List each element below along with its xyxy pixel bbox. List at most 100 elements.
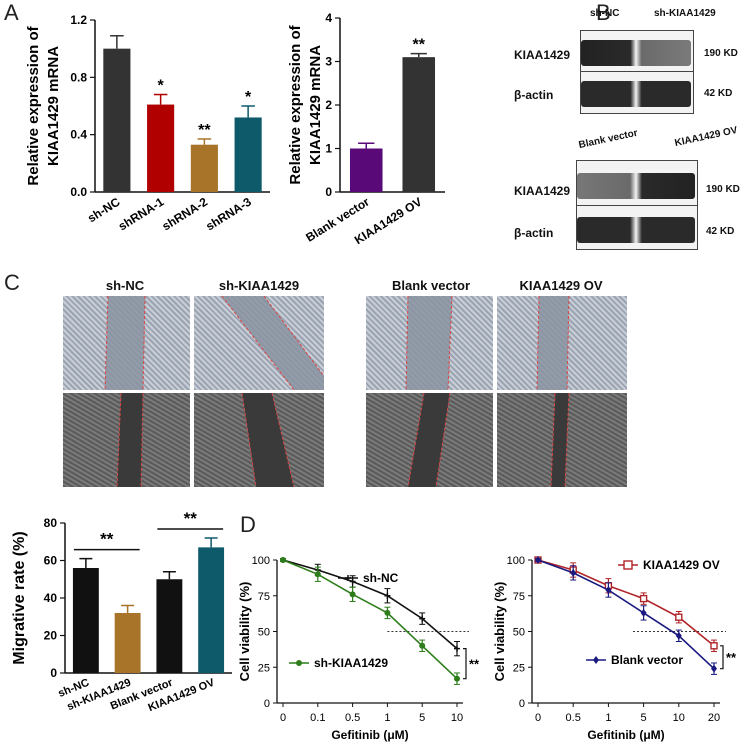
data-point bbox=[384, 592, 391, 599]
wound-label-4: KIAA1429 OV bbox=[519, 278, 603, 293]
y-tick-label: 75 bbox=[258, 591, 270, 603]
legend-marker bbox=[593, 656, 599, 664]
blot-kd-label: 190 KD bbox=[704, 48, 738, 59]
category-label: shRNA-3 bbox=[203, 194, 254, 233]
data-point bbox=[314, 571, 321, 578]
data-point bbox=[711, 664, 717, 673]
panel-letter-a: A bbox=[4, 0, 19, 25]
data-point bbox=[454, 675, 460, 682]
y-tick-label: 0.8 bbox=[70, 70, 87, 84]
significance-label: ** bbox=[198, 122, 211, 139]
legend-label: KIAA1429 OV bbox=[643, 558, 720, 572]
blot-image bbox=[576, 160, 698, 250]
data-point bbox=[605, 586, 612, 595]
legend-marker bbox=[345, 575, 351, 581]
bar bbox=[349, 148, 383, 192]
x-tick-label: 5 bbox=[419, 712, 425, 724]
wound-label-3: Blank vector bbox=[391, 278, 471, 293]
y-tick-label: 0 bbox=[50, 666, 57, 680]
significance-label: ** bbox=[184, 509, 198, 528]
western-blot-bottom: Blank vector KIAA1429 OV KIAA1429 β-acti… bbox=[510, 125, 748, 250]
y-tick-label: 1 bbox=[325, 142, 332, 156]
significance-label: * bbox=[158, 78, 165, 95]
wound-image bbox=[366, 393, 493, 487]
series-line bbox=[537, 559, 715, 647]
y-tick-label: 60 bbox=[44, 554, 58, 568]
x-tick-label: 20 bbox=[708, 712, 720, 724]
data-point bbox=[570, 568, 577, 577]
y-axis-label: Cell viability (%) bbox=[492, 582, 507, 682]
blot-header-2: sh-KIAA1429 bbox=[654, 8, 716, 19]
blot-band bbox=[581, 81, 691, 107]
bar-chart-shrna-expression: 0.00.40.81.2sh-NC*shRNA-1**shRNA-2*shRNA… bbox=[25, 13, 270, 233]
data-point bbox=[675, 631, 682, 640]
bar bbox=[114, 613, 141, 673]
blot-header-1: Blank vector bbox=[577, 127, 639, 151]
bar bbox=[147, 104, 175, 192]
y-tick-label: 50 bbox=[513, 627, 525, 639]
series-line bbox=[537, 559, 715, 670]
significance-label: ** bbox=[469, 657, 480, 672]
y-tick-label: 40 bbox=[44, 591, 58, 605]
y-axis-label: KIAA1429 mRNA bbox=[307, 45, 324, 165]
y-axis-label: Cell viability (%) bbox=[237, 582, 252, 682]
x-tick-label: 1 bbox=[384, 712, 390, 724]
y-axis-label: KIAA1429 mRNA bbox=[45, 46, 62, 166]
blot-row-label: KIAA1429 bbox=[514, 184, 571, 198]
y-axis-label: Relative expression of bbox=[25, 25, 42, 185]
y-tick-label: 100 bbox=[252, 555, 270, 567]
western-blot-top: sh-NC sh-KIAA1429 KIAA1429 β-actin 190 K… bbox=[510, 0, 748, 120]
bar bbox=[156, 579, 183, 673]
data-point bbox=[710, 642, 718, 650]
data-point bbox=[419, 642, 426, 649]
line-chart-viability-overexpression: 0 25 50 75 100 0 0.5 1 5 10 20 KIAA1429 OV Blank vec… bbox=[492, 555, 737, 742]
y-axis-label: Relative expression of bbox=[287, 24, 304, 184]
blot-band bbox=[577, 217, 695, 243]
blot-band bbox=[577, 173, 695, 199]
bar bbox=[402, 57, 436, 193]
blot-image bbox=[580, 30, 694, 114]
blot-kd-label: 190 KD bbox=[706, 184, 740, 195]
y-tick-label: 100 bbox=[507, 555, 525, 567]
x-tick-label: 10 bbox=[673, 712, 685, 724]
significance-label: ** bbox=[413, 37, 426, 54]
data-point bbox=[454, 645, 460, 652]
y-tick-label: 3 bbox=[325, 55, 332, 69]
series-line bbox=[282, 559, 458, 680]
data-point bbox=[675, 613, 683, 621]
y-tick-label: 25 bbox=[513, 662, 525, 674]
significance-label: ** bbox=[726, 650, 737, 665]
legend-marker bbox=[623, 560, 633, 570]
wound-image bbox=[497, 296, 627, 390]
wound-image bbox=[497, 393, 627, 487]
category-label: shRNA-1 bbox=[116, 194, 167, 233]
panel-letter-d: D bbox=[240, 512, 256, 537]
x-tick-label: 5 bbox=[641, 712, 647, 724]
x-tick-label: 0.5 bbox=[345, 712, 360, 724]
blot-kd-label: 42 KD bbox=[704, 88, 733, 99]
significance-label: ** bbox=[100, 530, 114, 549]
wound-image bbox=[194, 393, 324, 487]
wound-image bbox=[366, 296, 493, 390]
y-tick-label: 25 bbox=[258, 662, 270, 674]
blot-kd-label: 42 KD bbox=[706, 226, 735, 237]
x-tick-label: 1 bbox=[605, 712, 611, 724]
significance-bracket bbox=[463, 648, 467, 680]
blot-row-label: β-actin bbox=[514, 226, 554, 240]
y-tick-label: 0.4 bbox=[70, 128, 87, 142]
wound-image bbox=[63, 393, 190, 487]
y-tick-label: 4 bbox=[325, 11, 332, 25]
y-tick-label: 0 bbox=[325, 185, 332, 199]
y-tick-label: 0.0 bbox=[70, 185, 87, 199]
x-tick-label: 0.5 bbox=[566, 712, 581, 724]
y-tick-label: 0 bbox=[264, 698, 270, 710]
blot-row-label: KIAA1429 bbox=[514, 48, 571, 62]
x-tick-label: 0 bbox=[535, 712, 541, 724]
data-point bbox=[640, 608, 647, 617]
panel-letter-c: C bbox=[4, 270, 20, 295]
wound-image bbox=[194, 296, 324, 390]
panel-letter-b: B bbox=[596, 0, 611, 25]
bar bbox=[190, 144, 218, 192]
category-label: shRNA-2 bbox=[160, 194, 211, 233]
